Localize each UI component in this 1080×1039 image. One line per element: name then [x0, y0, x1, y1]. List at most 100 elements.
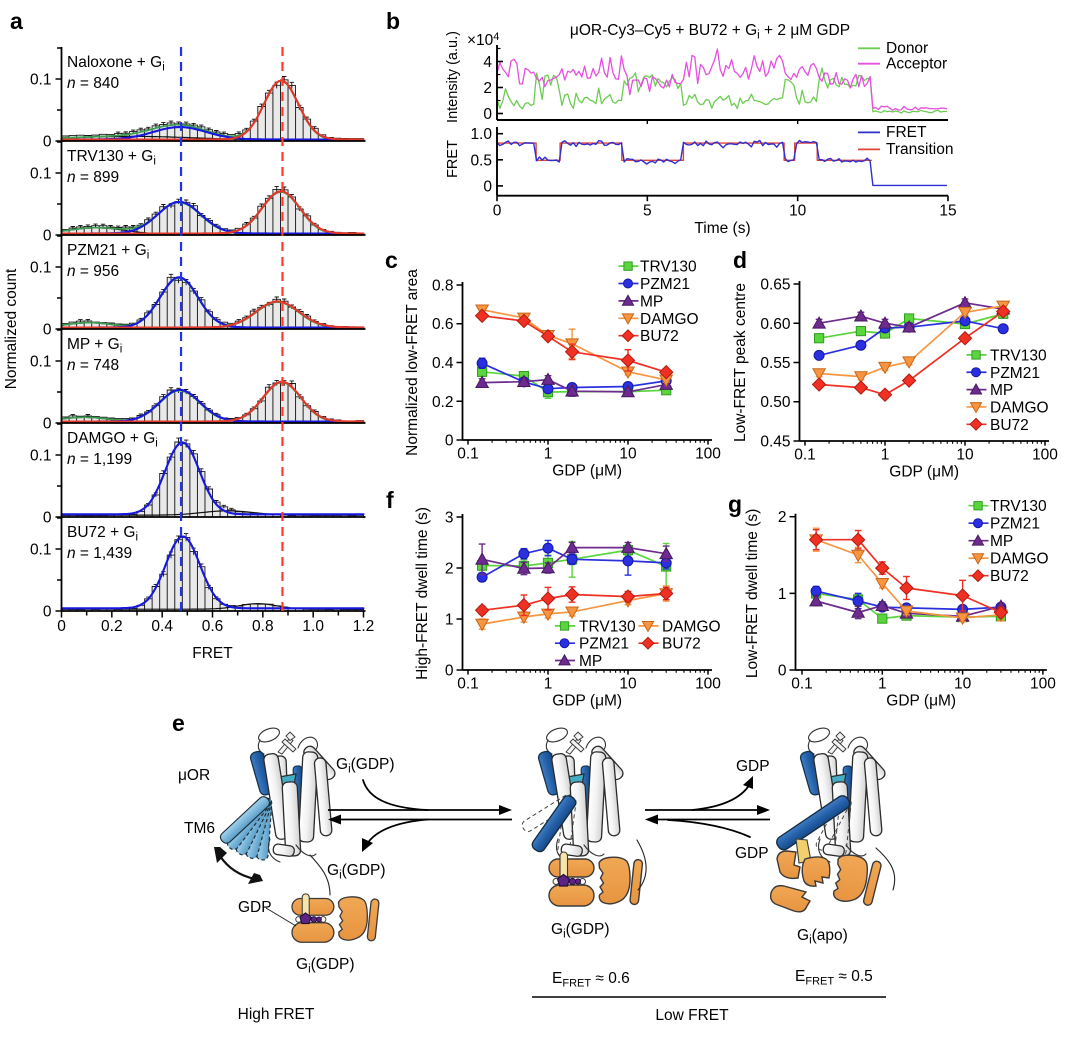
svg-text:GDP (μM): GDP (μM): [886, 693, 956, 710]
svg-text:0.1: 0.1: [794, 447, 816, 464]
svg-text:PZM21: PZM21: [990, 365, 1040, 382]
svg-text:1: 1: [881, 447, 890, 464]
svg-text:n = 1,199: n = 1,199: [67, 451, 132, 468]
svg-text:0: 0: [778, 663, 787, 680]
svg-text:FRET: FRET: [445, 140, 461, 178]
svg-text:TM6: TM6: [184, 820, 215, 837]
svg-text:e: e: [172, 710, 185, 736]
svg-text:n = 899: n = 899: [67, 169, 119, 186]
svg-text:100: 100: [1030, 676, 1056, 693]
svg-text:1.2: 1.2: [353, 618, 375, 635]
svg-text:d: d: [733, 247, 747, 273]
svg-text:0.8: 0.8: [432, 278, 454, 295]
svg-text:Normalized low-FRET area: Normalized low-FRET area: [404, 269, 421, 456]
svg-text:5: 5: [643, 203, 652, 220]
svg-text:a: a: [10, 8, 23, 34]
svg-text:GDP (μM): GDP (μM): [552, 463, 622, 480]
svg-text:0: 0: [493, 203, 502, 220]
svg-text:Normalized count: Normalized count: [3, 268, 20, 389]
svg-text:BU72: BU72: [990, 417, 1029, 434]
svg-text:0.2: 0.2: [432, 394, 454, 411]
svg-text:PZM21: PZM21: [640, 276, 690, 293]
svg-text:TRV130 + Gi: TRV130 + Gi: [67, 148, 156, 168]
svg-text:MP: MP: [990, 382, 1013, 399]
svg-text:n = 956: n = 956: [67, 263, 119, 280]
svg-text:100: 100: [695, 446, 721, 463]
svg-text:Donor: Donor: [886, 40, 928, 57]
svg-text:0.6: 0.6: [432, 316, 454, 333]
svg-text:100: 100: [695, 676, 721, 693]
svg-text:Low-FRET peak centre: Low-FRET peak centre: [732, 283, 749, 442]
svg-text:TRV130: TRV130: [640, 259, 697, 276]
svg-text:MP: MP: [640, 293, 663, 310]
svg-text:TRV130: TRV130: [990, 498, 1047, 515]
svg-text:15: 15: [939, 203, 956, 220]
svg-text:0: 0: [43, 416, 52, 433]
svg-text:Gi(GDP): Gi(GDP): [296, 956, 355, 976]
svg-text:2: 2: [445, 561, 454, 578]
svg-text:0.6: 0.6: [202, 618, 224, 635]
svg-text:PZM21 + Gi: PZM21 + Gi: [67, 242, 149, 262]
svg-text:n = 748: n = 748: [67, 357, 119, 374]
svg-text:Low FRET: Low FRET: [655, 1007, 729, 1024]
svg-text:Low-FRET dwell time (s): Low-FRET dwell time (s): [744, 509, 761, 678]
svg-text:10: 10: [789, 203, 807, 220]
svg-text:10: 10: [619, 446, 637, 463]
svg-text:0.1: 0.1: [30, 542, 52, 559]
svg-text:MP: MP: [579, 653, 602, 670]
svg-text:BU72: BU72: [640, 328, 679, 345]
svg-text:GDP: GDP: [735, 845, 769, 862]
svg-text:GDP: GDP: [238, 899, 272, 916]
svg-text:TRV130: TRV130: [990, 347, 1047, 364]
svg-text:0.65: 0.65: [760, 277, 790, 294]
svg-text:MP: MP: [990, 533, 1013, 550]
svg-text:GDP: GDP: [736, 758, 770, 775]
svg-text:10: 10: [619, 676, 637, 693]
svg-text:μOR-Cy3–Cy5 + BU72 + Gi + 2 μM: μOR-Cy3–Cy5 + BU72 + Gi + 2 μM GDP: [570, 22, 850, 42]
svg-text:n = 840: n = 840: [67, 75, 120, 92]
svg-text:2: 2: [778, 509, 787, 526]
svg-text:4: 4: [483, 54, 492, 71]
svg-text:BU72: BU72: [662, 636, 701, 653]
svg-text:0: 0: [483, 178, 492, 195]
svg-text:1.0: 1.0: [470, 126, 492, 143]
svg-text:0.8: 0.8: [252, 618, 274, 635]
svg-text:0.50: 0.50: [760, 394, 791, 411]
svg-text:×104: ×104: [467, 31, 499, 49]
svg-text:0: 0: [43, 604, 52, 621]
svg-text:BU72 + Gi: BU72 + Gi: [67, 524, 138, 544]
svg-text:Time (s): Time (s): [694, 220, 750, 237]
svg-text:GDP (μM): GDP (μM): [889, 464, 959, 481]
svg-text:0: 0: [43, 228, 52, 245]
svg-text:0: 0: [43, 510, 52, 527]
svg-text:0.4: 0.4: [151, 618, 173, 635]
svg-text:b: b: [386, 8, 400, 34]
svg-text:PZM21: PZM21: [579, 636, 629, 653]
svg-text:0.2: 0.2: [101, 618, 123, 635]
svg-text:g: g: [728, 491, 742, 517]
svg-text:DAMGO + Gi: DAMGO + Gi: [67, 430, 158, 450]
svg-text:Intensity (a.u.): Intensity (a.u.): [445, 31, 461, 123]
svg-text:MP + Gi: MP + Gi: [67, 336, 122, 356]
svg-text:High FRET: High FRET: [238, 1006, 315, 1023]
svg-text:Acceptor: Acceptor: [886, 55, 947, 72]
svg-text:0: 0: [445, 433, 454, 450]
svg-text:1.0: 1.0: [302, 618, 324, 635]
svg-text:1: 1: [878, 676, 887, 693]
svg-text:1: 1: [544, 676, 553, 693]
svg-text:0.1: 0.1: [457, 446, 479, 463]
svg-text:TRV130: TRV130: [579, 618, 636, 635]
svg-text:0.55: 0.55: [760, 355, 790, 372]
svg-text:GDP (μM): GDP (μM): [552, 693, 622, 710]
svg-text:Transition: Transition: [886, 141, 953, 158]
svg-text:0.1: 0.1: [30, 72, 52, 89]
svg-text:0: 0: [43, 134, 52, 151]
svg-text:0.1: 0.1: [30, 260, 52, 277]
svg-text:DAMGO: DAMGO: [990, 551, 1049, 568]
svg-text:0: 0: [445, 663, 454, 680]
svg-text:Gi(GDP): Gi(GDP): [336, 756, 395, 776]
svg-text:Gi(GDP): Gi(GDP): [327, 862, 386, 882]
svg-text:1: 1: [445, 612, 454, 629]
svg-text:Naloxone + Gi: Naloxone + Gi: [67, 54, 165, 74]
svg-text:FRET: FRET: [886, 124, 927, 141]
